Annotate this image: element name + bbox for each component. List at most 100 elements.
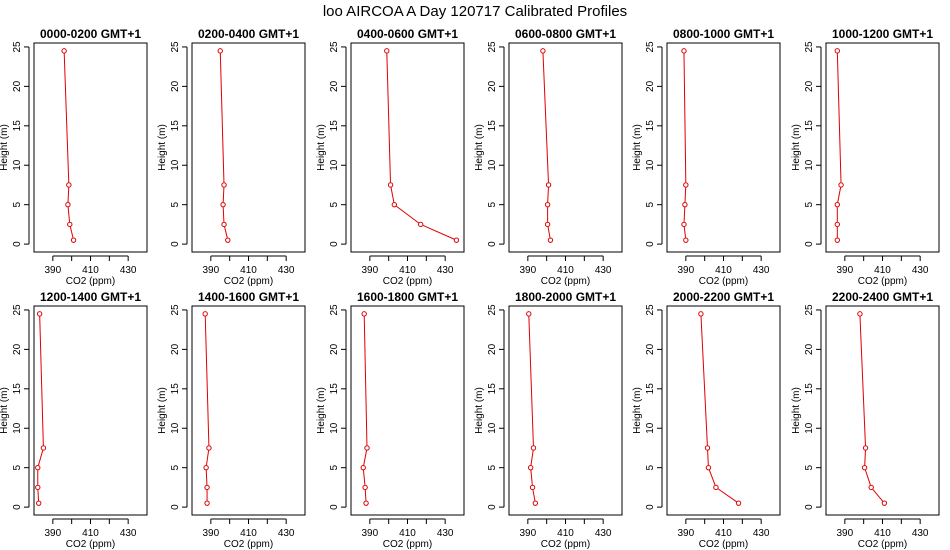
data-point <box>36 500 42 506</box>
y-tick-label: 10 <box>645 159 656 171</box>
series-segment <box>547 226 551 238</box>
data-point <box>834 237 840 243</box>
series-segment <box>396 205 419 224</box>
panel-2: 0200-0400 GMT+1 390 410 430 CO2 (ppm) 0 5 10 15 2… <box>157 27 306 287</box>
series-segment <box>684 187 687 203</box>
data-point <box>834 221 840 228</box>
x-axis-label: CO2 (ppm) <box>224 276 273 287</box>
data-point <box>202 311 208 317</box>
data-point <box>217 48 223 54</box>
series-segment <box>864 450 866 466</box>
series-segment <box>390 187 395 203</box>
y-tick-label: 5 <box>329 201 340 207</box>
data-point <box>220 201 226 208</box>
series-segment <box>63 53 70 183</box>
data-point <box>66 182 72 188</box>
data-point <box>391 201 398 208</box>
y-tick-label: 20 <box>487 80 498 92</box>
series-segment <box>836 53 842 183</box>
x-tick-label: 390 <box>836 528 853 539</box>
y-axis-label: Height (m) <box>632 124 643 171</box>
series-segment <box>224 226 228 238</box>
panel-6: 1000-1200 GMT+1 390 410 430 CO2 (ppm) 0 5 10 15 2… <box>791 27 940 287</box>
y-tick-label: 20 <box>329 80 340 92</box>
y-tick-label: 25 <box>645 41 656 53</box>
y-tick-label: 25 <box>170 41 181 53</box>
plot-frame <box>825 305 940 516</box>
x-tick-label: 410 <box>240 265 257 276</box>
y-tick-label: 15 <box>329 383 340 395</box>
series-segment <box>67 207 71 222</box>
panel-9: 1600-1800 GMT+1 390 410 430 CO2 (ppm) 0 5 10 15 2… <box>316 290 465 550</box>
x-tick-label: 430 <box>437 528 454 539</box>
data-point <box>206 445 212 451</box>
data-point <box>713 484 719 491</box>
series-segment <box>837 187 842 203</box>
y-tick-label: 20 <box>329 343 340 355</box>
series-segment <box>708 469 716 486</box>
y-tick-label: 20 <box>804 80 815 92</box>
data-point <box>203 464 209 471</box>
x-tick-label: 390 <box>836 265 853 276</box>
plot-frame <box>666 42 781 253</box>
x-tick-label: 410 <box>82 528 99 539</box>
series-segment <box>683 226 687 238</box>
y-tick-label: 15 <box>487 120 498 132</box>
panel-7: 1200-1400 GMT+1 390 410 430 CO2 (ppm) 0 5 10 15 2… <box>0 290 148 550</box>
y-tick-label: 0 <box>329 504 340 510</box>
plot-frame <box>825 42 940 253</box>
data-point <box>526 311 532 317</box>
y-tick-label: 25 <box>804 41 815 53</box>
panel-4: 0600-0800 GMT+1 390 410 430 CO2 (ppm) 0 5 10 15 2… <box>474 27 623 287</box>
data-point <box>681 221 687 228</box>
y-tick-label: 20 <box>12 343 23 355</box>
panel-12: 2200-2400 GMT+1 390 410 430 CO2 (ppm) 0 5 10 15 2… <box>791 290 940 550</box>
data-point <box>544 221 551 228</box>
panel-1: 0000-0200 GMT+1 390 410 430 CO2 (ppm) 0 5 10 15 2… <box>0 27 148 287</box>
y-axis-label: Height (m) <box>157 387 168 434</box>
series-segment <box>362 470 366 485</box>
y-tick-label: 0 <box>645 241 656 247</box>
series-segment <box>707 450 709 466</box>
data-point <box>834 48 840 54</box>
y-tick-label: 5 <box>170 201 181 207</box>
panel-5: 0800-1000 GMT+1 390 410 430 CO2 (ppm) 0 5 10 15 2… <box>632 27 781 287</box>
series-segment <box>205 450 210 466</box>
x-tick-label: 410 <box>399 265 416 276</box>
data-point <box>384 48 390 54</box>
x-tick-label: 390 <box>44 265 61 276</box>
x-tick-label: 430 <box>120 265 137 276</box>
data-point <box>862 445 869 451</box>
y-tick-label: 0 <box>804 241 815 247</box>
data-point <box>544 201 551 208</box>
x-tick-label: 390 <box>677 265 694 276</box>
plot-frame <box>33 305 148 516</box>
x-tick-label: 430 <box>278 528 295 539</box>
series-segment <box>204 316 210 446</box>
plot-frame <box>191 305 306 516</box>
y-tick-label: 10 <box>487 159 498 171</box>
y-axis-label: Height (m) <box>316 387 327 434</box>
y-tick-label: 0 <box>804 504 815 510</box>
series-segment <box>386 53 391 183</box>
x-axis-label: CO2 (ppm) <box>383 539 432 550</box>
data-point <box>40 445 47 451</box>
y-tick-label: 0 <box>645 504 656 510</box>
series-segment <box>717 488 737 503</box>
y-tick-label: 15 <box>645 383 656 395</box>
y-tick-label: 0 <box>12 504 23 510</box>
y-tick-label: 0 <box>170 241 181 247</box>
y-tick-label: 25 <box>329 304 340 316</box>
panel-title: 0600-0800 GMT+1 <box>515 27 616 41</box>
panel-3: 0400-0600 GMT+1 390 410 430 CO2 (ppm) 0 5 10 15 2… <box>316 27 465 287</box>
series-segment <box>38 450 44 466</box>
panel-title: 0400-0600 GMT+1 <box>357 27 458 41</box>
x-axis-label: CO2 (ppm) <box>858 539 907 550</box>
x-tick-label: 390 <box>44 528 61 539</box>
x-tick-label: 430 <box>753 528 770 539</box>
y-tick-label: 10 <box>487 422 498 434</box>
y-tick-label: 5 <box>645 201 656 207</box>
series-segment <box>219 53 225 183</box>
series-segment <box>67 187 70 203</box>
x-tick-label: 410 <box>874 265 891 276</box>
